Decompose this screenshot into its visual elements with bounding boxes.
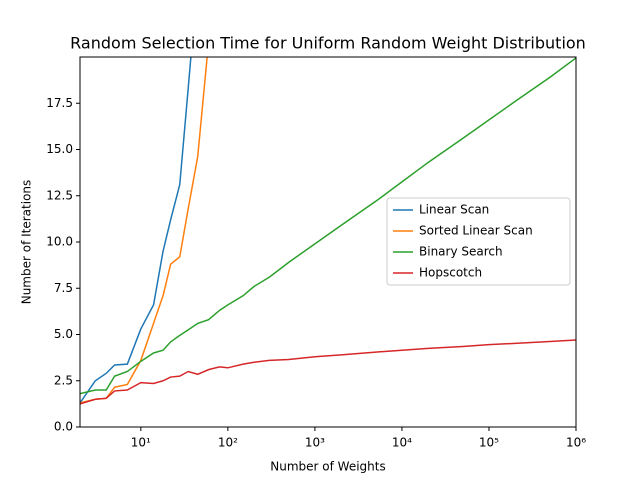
- y-tick-label: 7.5: [54, 281, 73, 295]
- x-tick-label: 10⁶: [566, 436, 586, 450]
- x-tick-label: 10¹: [131, 436, 151, 450]
- series-line: [80, 57, 192, 404]
- y-tick-label: 10.0: [46, 235, 73, 249]
- chart-title: Random Selection Time for Uniform Random…: [70, 34, 586, 53]
- series-line: [80, 57, 208, 404]
- x-tick-label: 10⁵: [479, 436, 499, 450]
- legend-label: Sorted Linear Scan: [419, 224, 533, 238]
- y-tick-label: 15.0: [46, 142, 73, 156]
- series-line: [80, 339, 576, 405]
- legend-label: Linear Scan: [419, 203, 489, 217]
- y-tick-label: 17.5: [46, 96, 73, 110]
- y-tick-label: 2.5: [54, 373, 73, 387]
- y-tick-label: 5.0: [54, 327, 73, 341]
- y-axis-label: Number of Iterations: [20, 180, 34, 305]
- plot-area: [80, 57, 576, 405]
- x-tick-label: 10³: [305, 436, 325, 450]
- y-tick-label: 0.0: [54, 420, 73, 434]
- legend-label: Hopscotch: [419, 266, 482, 280]
- legend-label: Binary Search: [419, 245, 503, 259]
- y-tick-label: 12.5: [46, 188, 73, 202]
- x-tick-label: 10⁴: [392, 436, 412, 450]
- legend-box: [386, 197, 571, 286]
- x-axis-label: Number of Weights: [270, 460, 385, 474]
- x-tick-label: 10²: [218, 436, 238, 450]
- series-line: [80, 57, 576, 395]
